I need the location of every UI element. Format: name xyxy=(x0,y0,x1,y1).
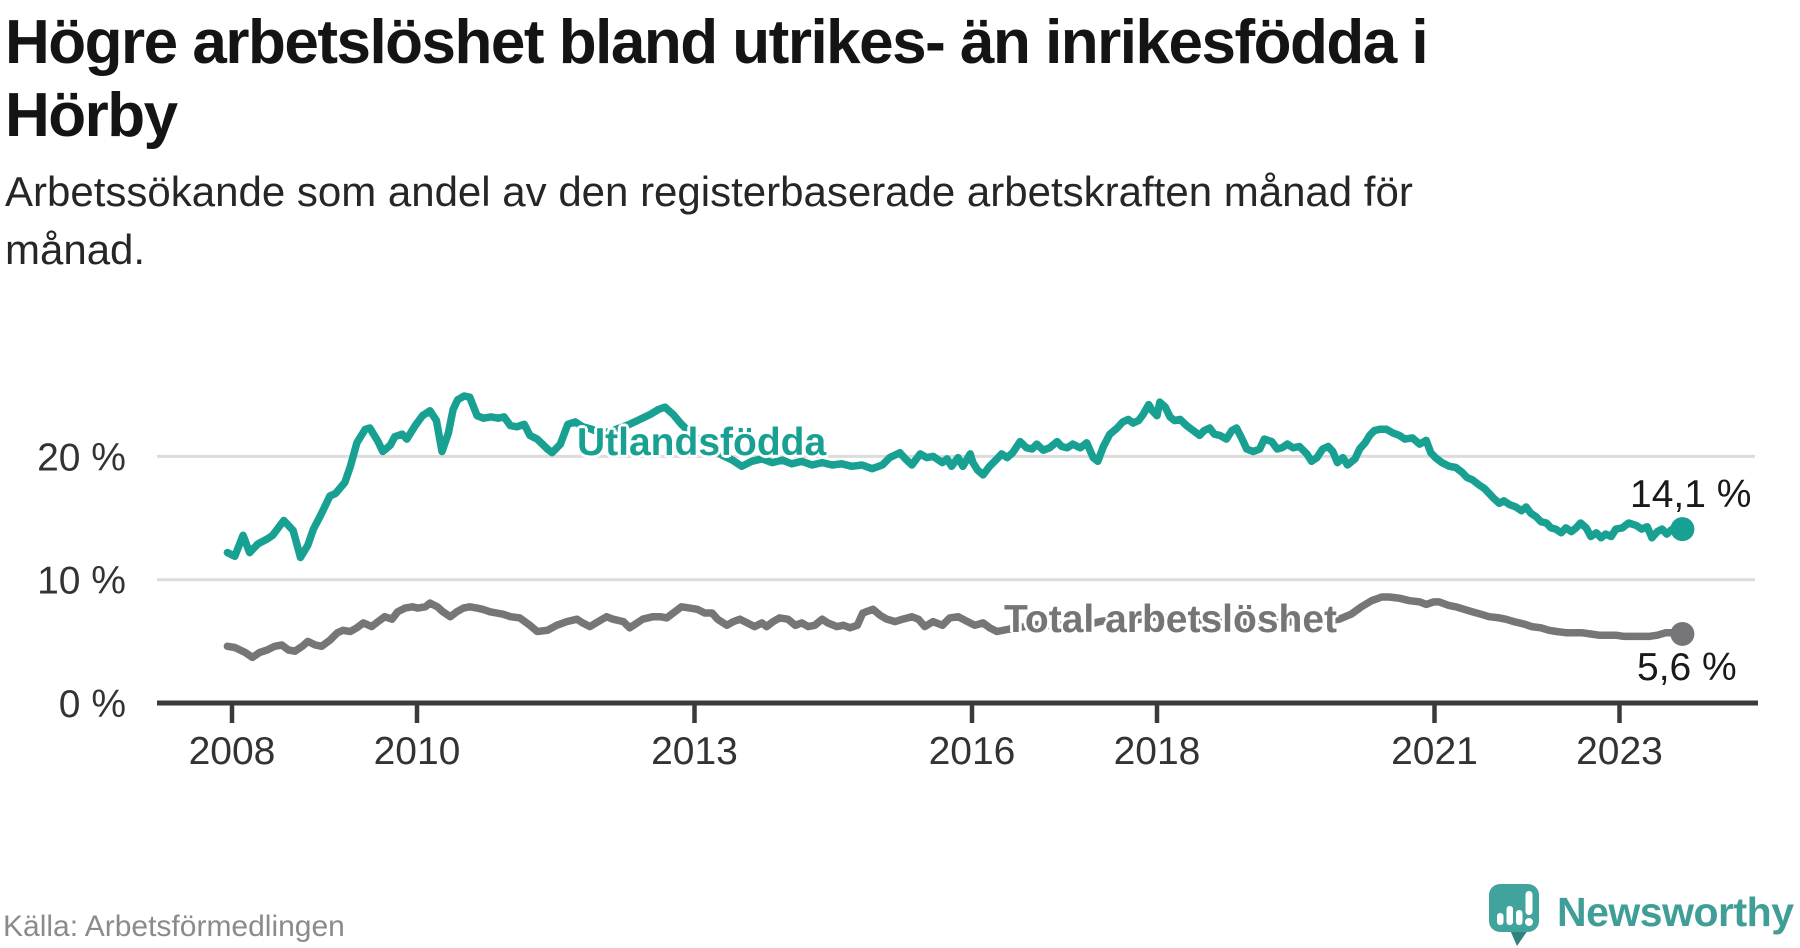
source-note: Källa: Arbetsförmedlingen xyxy=(3,910,345,943)
newsworthy-bubble-chart-icon xyxy=(1489,884,1539,946)
x-tick-label-2008: 2008 xyxy=(189,730,276,773)
chart-subtitle: Arbetssökande som andel av den registerb… xyxy=(5,163,1413,279)
series-line-1 xyxy=(223,593,1687,662)
x-tick-label-2016: 2016 xyxy=(929,730,1016,773)
chart-title: Högre arbetslöshet bland utrikes- än inr… xyxy=(5,6,1429,152)
x-tick-label-2018: 2018 xyxy=(1114,730,1201,773)
end-value-utlandsfodda: 14,1 % xyxy=(1630,473,1752,516)
chart-title-line2: Hörby xyxy=(5,81,178,150)
series-label-total-arbetsloshet: Total arbetslöshet xyxy=(1004,598,1338,641)
series-end-dot-1 xyxy=(1670,621,1695,646)
series-end-dot-0 xyxy=(1670,517,1695,542)
series-line-0 xyxy=(223,392,1687,562)
x-tick-label-2013: 2013 xyxy=(651,730,738,773)
end-value-total: 5,6 % xyxy=(1637,646,1737,689)
y-tick-label-20: 20 % xyxy=(37,436,126,479)
newsworthy-logo: Newsworthy xyxy=(1488,883,1794,948)
series-label-utlandsfodda: Utlandsfödda xyxy=(577,421,827,464)
chart-subtitle-line2: månad. xyxy=(5,226,146,273)
x-tick-label-2021: 2021 xyxy=(1391,730,1478,773)
newsworthy-wordmark: Newsworthy xyxy=(1557,889,1794,935)
x-tick-label-2023: 2023 xyxy=(1576,730,1663,773)
x-tick-label-2010: 2010 xyxy=(374,730,461,773)
chart-title-line1: Högre arbetslöshet bland utrikes- än inr… xyxy=(5,8,1429,77)
chart-subtitle-line1: Arbetssökande som andel av den registerb… xyxy=(5,168,1413,215)
y-tick-label-0: 0 % xyxy=(59,683,126,726)
y-tick-label-10: 10 % xyxy=(37,560,126,603)
